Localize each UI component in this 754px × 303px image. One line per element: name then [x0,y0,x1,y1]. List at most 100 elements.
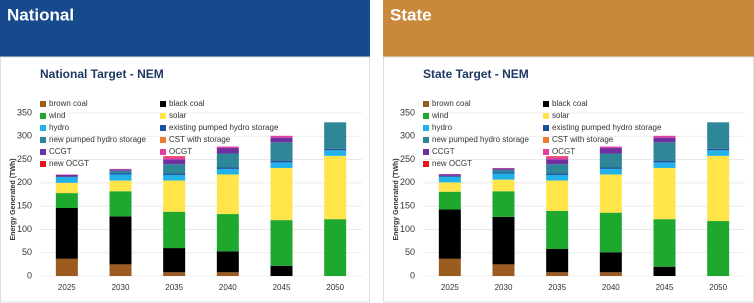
legend-label: black coal [169,99,205,108]
bar-segment [55,193,78,209]
bar-segment [55,208,78,259]
bar-segment [270,265,293,276]
bar-segment [438,176,461,183]
bar-segment [109,191,132,217]
y-tick-label: 100 [400,224,415,234]
x-tick-label: 2025 [58,283,76,292]
bar-segment [324,155,347,220]
bar-segment [109,174,132,181]
bar-segment [492,264,515,276]
bar-segment [438,174,461,176]
legend-swatch [40,161,46,167]
bar-segment [546,174,569,181]
legend-label: OCGT [169,147,192,156]
legend-swatch [423,113,429,119]
bar-segment [492,172,515,174]
y-tick-label: 350 [17,107,32,117]
chart-title: State Target - NEM [423,67,529,81]
legend-label: existing pumped hydro storage [169,123,279,132]
y-tick-label: 0 [27,270,32,280]
y-tick-label: 300 [400,131,415,141]
panel-header: State [390,5,432,24]
bar-segment [546,210,569,249]
legend-label: solar [552,111,570,120]
legend-label: wind [431,111,448,120]
bar-segment [324,219,347,276]
bar-segment [653,137,676,143]
bar-segment [216,214,239,252]
x-tick-label: 2050 [326,283,344,292]
y-tick-label: 50 [22,247,32,257]
bar-segment [707,155,730,222]
x-tick-label: 2025 [441,283,459,292]
chart-title: National Target - NEM [40,67,164,81]
y-tick-label: 300 [17,131,32,141]
bar-segment [216,146,239,148]
panel-border [0,56,370,303]
x-tick-label: 2050 [709,283,727,292]
bar-segment [492,169,515,173]
bar-segment [270,135,293,138]
legend-label: brown coal [49,99,88,108]
x-tick-label: 2040 [219,283,237,292]
legend-swatch [543,137,549,143]
legend-swatch [543,149,549,155]
bar-segment [270,160,293,163]
bar-segment [55,258,78,276]
legend-label: new OCGT [432,159,472,168]
legend-swatch [423,125,429,131]
legend-label: solar [169,111,187,120]
legend-label: existing pumped hydro storage [552,123,662,132]
legend-label: wind [48,111,65,120]
bar-segment [55,174,78,177]
legend-label: black coal [552,99,588,108]
legend-swatch [160,113,166,119]
y-tick-label: 250 [17,154,32,164]
bar-segment [163,156,186,158]
panel-header: National [7,5,74,24]
bar-segment [653,135,676,138]
y-axis-label: Energy Generated (TWh) [393,158,400,240]
bar-segment [109,180,132,192]
bar-segment [707,148,730,151]
legend-swatch [40,149,46,155]
y-tick-label: 50 [405,247,415,257]
legend-swatch [160,101,166,107]
bar-segment [492,173,515,180]
bar-segment [546,180,569,211]
bar-segment [270,162,293,168]
legend-label: CST with storage [169,135,231,144]
bar-segment [163,211,186,249]
bar-segment [216,174,239,215]
bar-segment [109,173,132,175]
legend-swatch [423,101,429,107]
bar-segment [163,248,186,273]
bar-segment [492,191,515,217]
legend-label: CCGT [49,147,72,156]
bar-segment [163,164,186,174]
bar-segment [163,272,186,276]
bar-segment [324,148,347,151]
bar-segment [55,177,78,183]
legend-label: new pumped hydro storage [49,135,147,144]
bar-segment [492,216,515,265]
bar-segment [653,219,676,267]
bar-segment [546,164,569,174]
bar-segment [438,209,461,259]
legend-swatch [423,149,429,155]
bar-segment [546,156,569,158]
legend-label: brown coal [432,99,471,108]
y-tick-label: 150 [17,201,32,211]
legend-swatch [423,137,429,143]
bar-segment [216,153,239,168]
legend-swatch [160,149,166,155]
legend-swatch [543,125,549,131]
x-tick-label: 2045 [273,283,291,292]
legend-swatch [40,137,46,143]
legend-label: CCGT [432,147,455,156]
bar-segment [438,175,461,177]
y-tick-label: 100 [17,224,32,234]
bar-segment [109,216,132,265]
legend-swatch [543,101,549,107]
